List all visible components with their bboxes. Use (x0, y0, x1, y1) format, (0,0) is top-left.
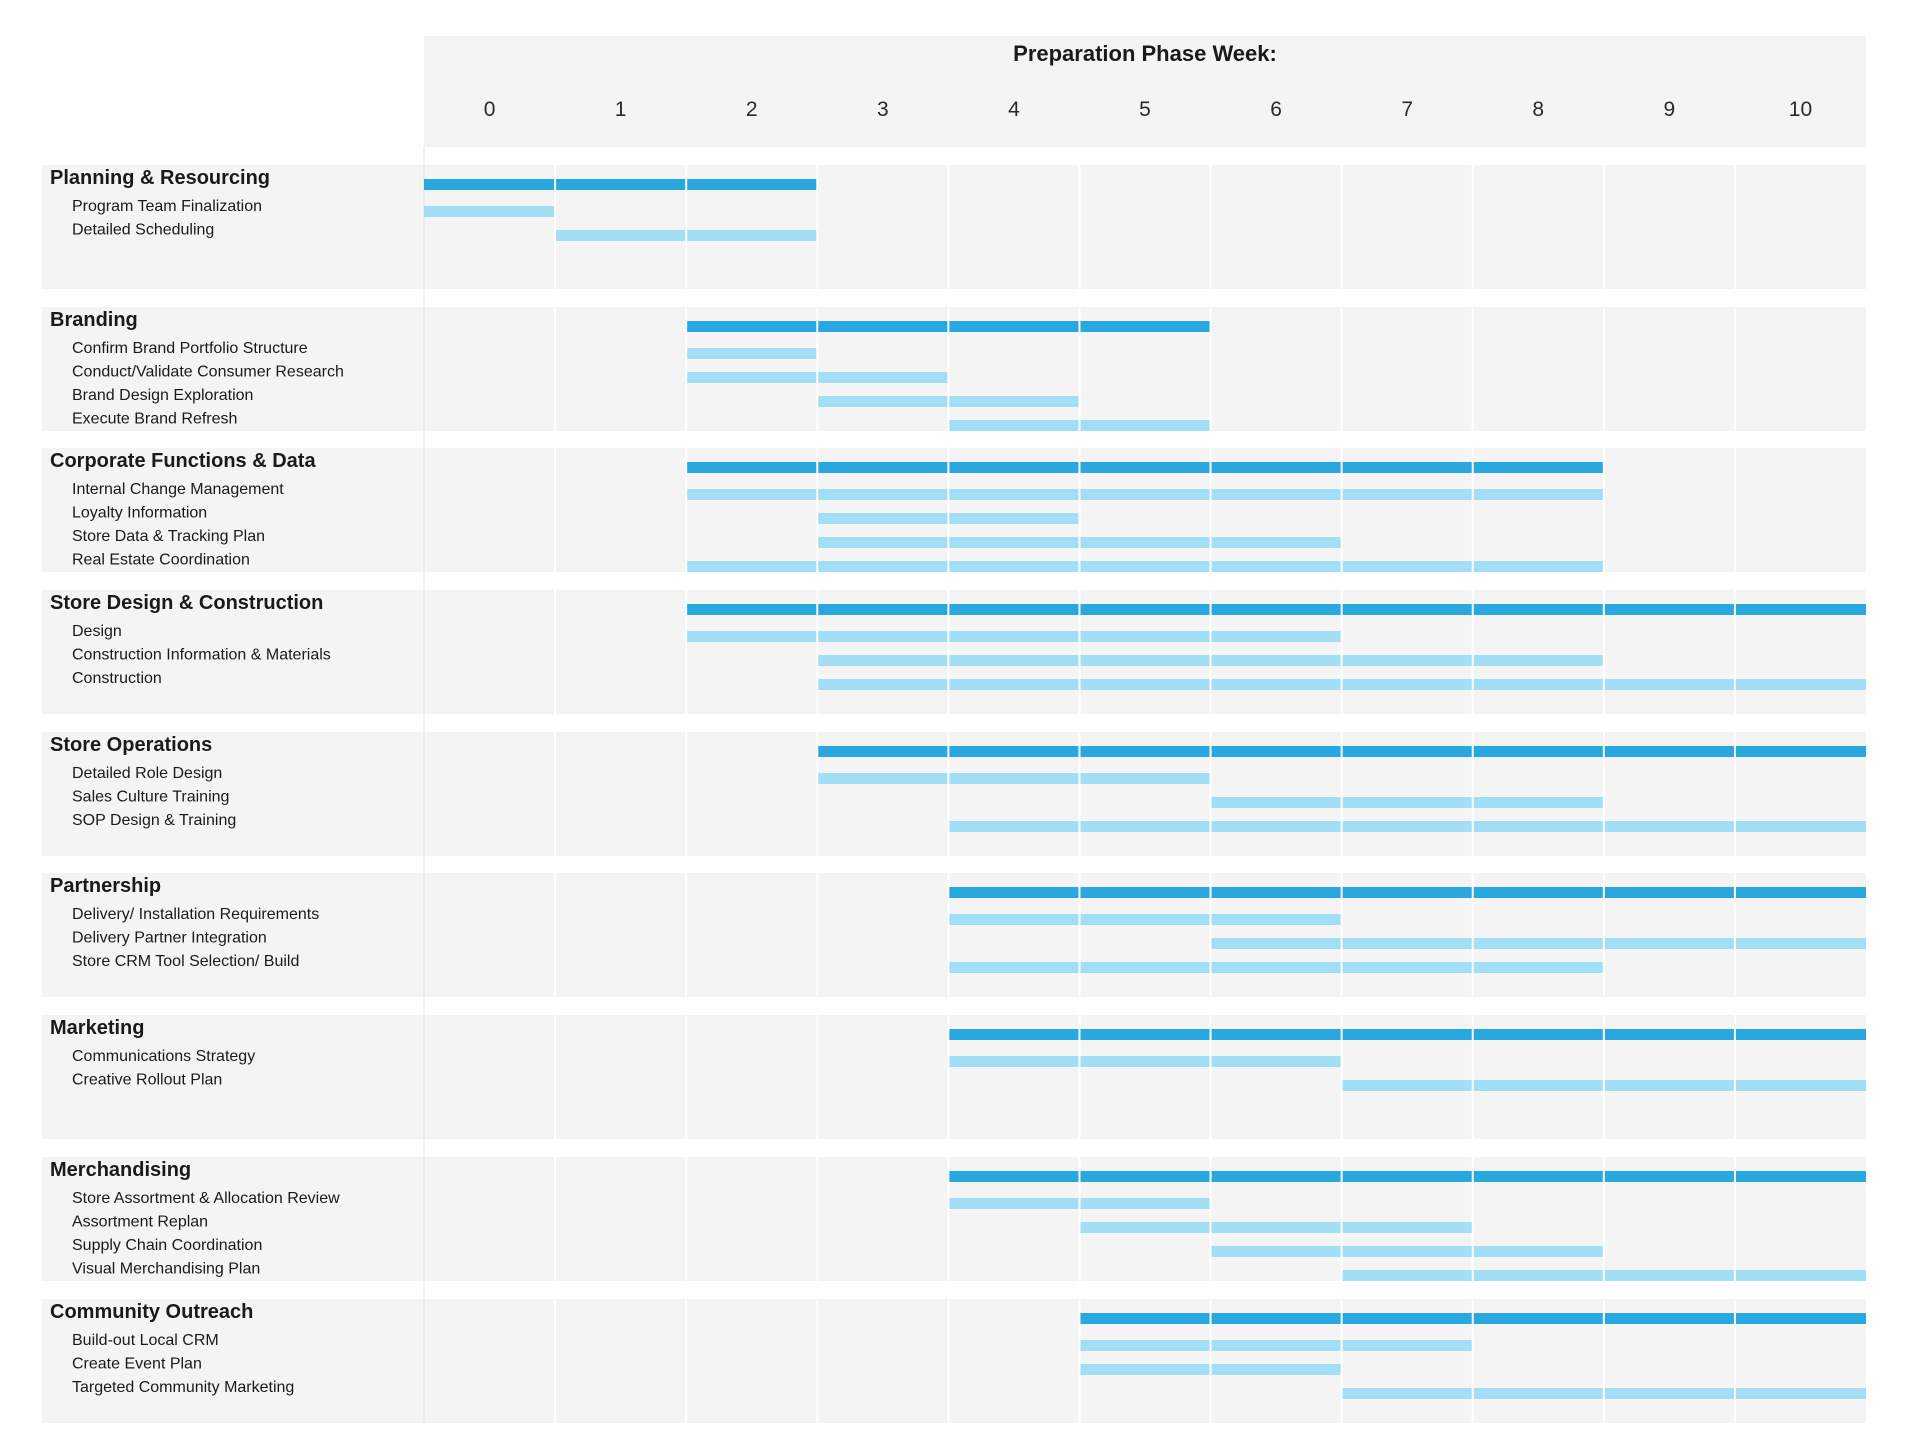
task-label: Design (72, 623, 122, 640)
task-bar (1210, 797, 1604, 808)
task-bar (948, 1056, 1342, 1067)
group-bar (686, 604, 1866, 615)
week-tick-label: 1 (615, 98, 627, 121)
group-title: Marketing (50, 1017, 144, 1039)
task-label: Communications Strategy (72, 1048, 255, 1065)
group-title: Branding (50, 309, 138, 331)
task-label: Detailed Scheduling (72, 222, 214, 239)
group-bar (686, 462, 1604, 473)
task-label: Loyalty Information (72, 505, 207, 522)
task-bar (686, 489, 1604, 500)
group-bar (948, 1171, 1866, 1182)
background-layer (42, 36, 1866, 1423)
group-panel (42, 165, 1866, 289)
task-label: Detailed Role Design (72, 765, 222, 782)
group-bar (948, 1029, 1866, 1040)
header-background (424, 36, 1866, 147)
week-tick-label: 0 (484, 98, 496, 121)
week-tick-label: 3 (877, 98, 889, 121)
week-tick-label: 5 (1139, 98, 1151, 121)
week-tick-label: 7 (1401, 98, 1413, 121)
week-tick-label: 10 (1789, 98, 1812, 121)
separator-layer (554, 147, 1736, 1423)
task-bar (1210, 1246, 1604, 1257)
week-tick-label: 6 (1270, 98, 1282, 121)
task-bar (424, 206, 556, 217)
task-bar (1079, 1222, 1473, 1233)
task-bar (686, 348, 818, 359)
task-label: Delivery Partner Integration (72, 930, 267, 947)
task-label: Visual Merchandising Plan (72, 1261, 260, 1278)
task-label: Sales Culture Training (72, 789, 229, 806)
task-bar (948, 962, 1604, 973)
group-title: Store Operations (50, 734, 212, 756)
task-bar (1079, 1340, 1473, 1351)
group-title: Partnership (50, 875, 161, 897)
task-bar (948, 914, 1342, 925)
group-bar (948, 887, 1866, 898)
group-title: Store Design & Construction (50, 592, 323, 614)
task-label: Construction Information & Materials (72, 647, 331, 664)
task-bar (817, 773, 1211, 784)
task-label: Creative Rollout Plan (72, 1072, 222, 1089)
task-bar (948, 821, 1866, 832)
task-label: Real Estate Coordination (72, 552, 250, 569)
week-tick-label: 9 (1664, 98, 1676, 121)
group-bar (424, 179, 818, 190)
task-bar (686, 561, 1604, 572)
task-bar (1210, 938, 1866, 949)
task-label: Brand Design Exploration (72, 387, 253, 404)
task-label: Build-out Local CRM (72, 1332, 219, 1349)
task-label: Delivery/ Installation Requirements (72, 906, 319, 923)
task-label: Store Data & Tracking Plan (72, 528, 265, 545)
group-title: Corporate Functions & Data (50, 450, 316, 472)
task-label: Construction (72, 670, 162, 687)
task-label: Confirm Brand Portfolio Structure (72, 340, 308, 357)
task-label: Create Event Plan (72, 1356, 202, 1373)
text-layer: Preparation Phase Week: 0 1 2 3 4 5 6 7 8 9 10 Plann… (50, 41, 1812, 1396)
week-tick-label: 8 (1532, 98, 1544, 121)
chart-title: Preparation Phase Week: (1013, 41, 1277, 66)
task-label: Store CRM Tool Selection/ Build (72, 953, 299, 970)
task-label: Execute Brand Refresh (72, 411, 237, 428)
task-label: Assortment Replan (72, 1214, 208, 1231)
week-tick-label: 4 (1008, 98, 1020, 121)
group-title: Merchandising (50, 1159, 191, 1181)
task-bar (686, 631, 1342, 642)
task-label: Internal Change Management (72, 481, 284, 498)
task-label: SOP Design & Training (72, 812, 236, 829)
task-label: Store Assortment & Allocation Review (72, 1190, 340, 1207)
task-label: Conduct/Validate Consumer Research (72, 364, 344, 381)
task-label: Program Team Finalization (72, 198, 262, 215)
week-tick-label: 2 (746, 98, 758, 121)
group-title: Community Outreach (50, 1301, 253, 1323)
group-title: Planning & Resourcing (50, 167, 270, 189)
task-label: Supply Chain Coordination (72, 1237, 262, 1254)
task-label: Targeted Community Marketing (72, 1379, 294, 1396)
